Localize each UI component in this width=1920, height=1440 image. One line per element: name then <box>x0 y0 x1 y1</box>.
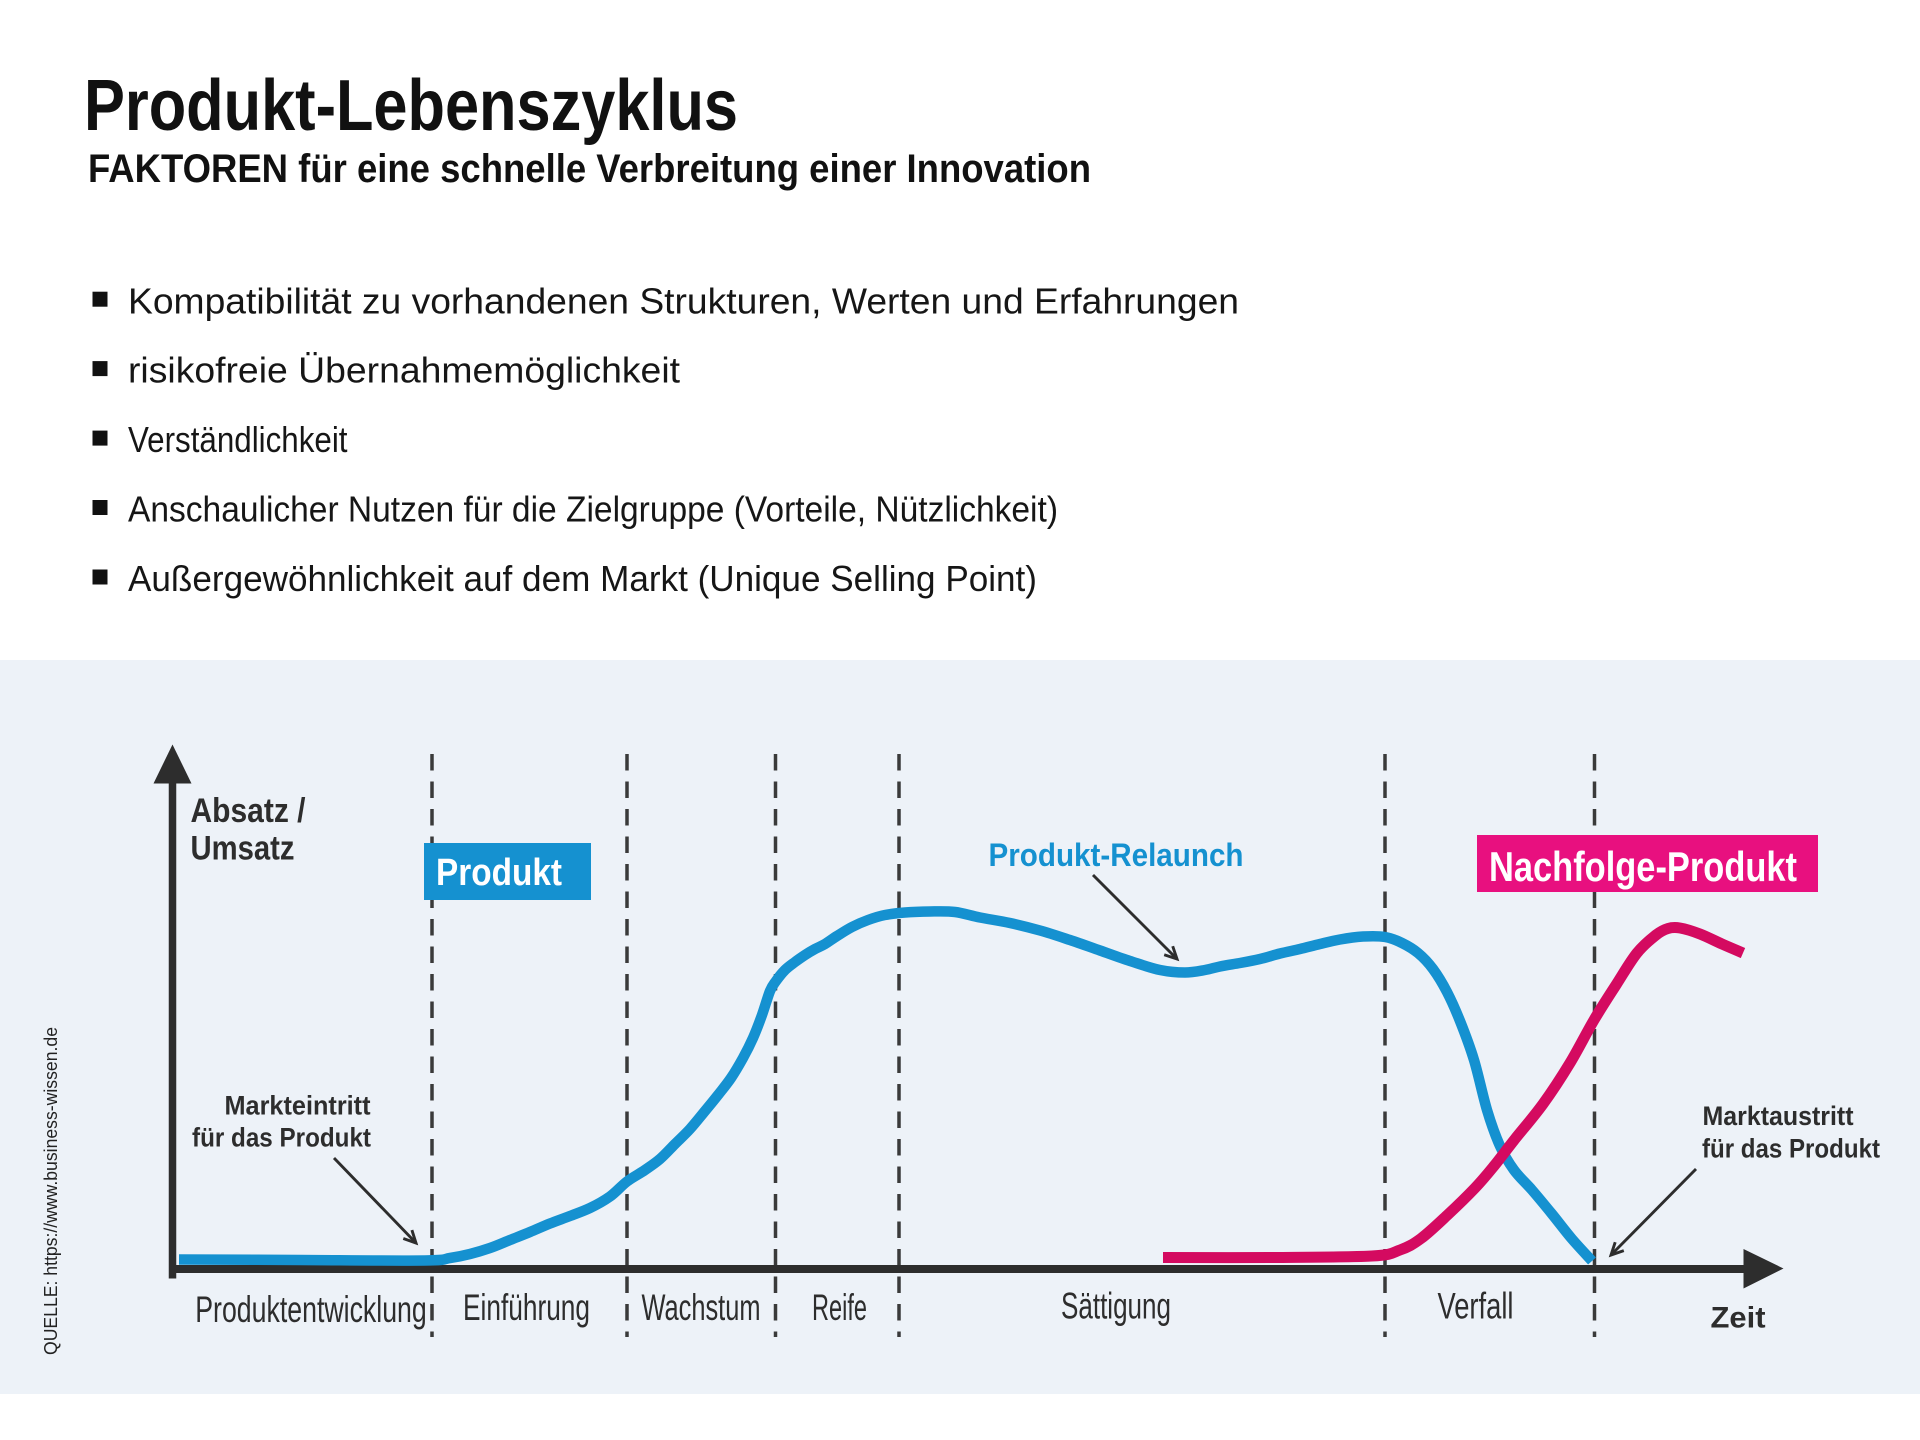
svg-text:Nachfolge-Produkt: Nachfolge-Produkt <box>1489 843 1797 890</box>
svg-text:Produktentwicklung: Produktentwicklung <box>195 1289 427 1330</box>
svg-text:Zeit: Zeit <box>1711 1302 1766 1335</box>
svg-text:für das Produkt: für das Produkt <box>192 1123 371 1153</box>
svg-text:FAKTOREN für eine schnelle Ver: FAKTOREN für eine schnelle Verbreitung e… <box>88 147 1091 191</box>
svg-text:Anschaulicher Nutzen für die Z: Anschaulicher Nutzen für die Zielgruppe … <box>128 489 1058 530</box>
svg-text:Umsatz: Umsatz <box>191 830 295 868</box>
svg-text:Verständlichkeit: Verständlichkeit <box>128 419 348 460</box>
svg-text:Kompatibilität zu vorhandenen: Kompatibilität zu vorhandenen Strukturen… <box>128 280 1239 321</box>
svg-text:Marktaustritt: Marktaustritt <box>1703 1101 1854 1131</box>
svg-text:Außergewöhnlichkeit auf dem Ma: Außergewöhnlichkeit auf dem Markt (Uniqu… <box>128 558 1037 599</box>
svg-text:Sättigung: Sättigung <box>1061 1286 1171 1327</box>
svg-text:risikofreie Übernahmemöglichke: risikofreie Übernahmemöglichkeit <box>128 350 680 391</box>
svg-text:Einführung: Einführung <box>463 1287 590 1328</box>
svg-text:Produkt: Produkt <box>436 852 562 894</box>
svg-text:Wachstum: Wachstum <box>642 1287 761 1328</box>
svg-text:für das Produkt: für das Produkt <box>1702 1134 1880 1164</box>
svg-text:Produkt-Lebenszyklus: Produkt-Lebenszyklus <box>84 66 738 146</box>
svg-text:Verfall: Verfall <box>1438 1286 1514 1327</box>
svg-text:Markteintritt: Markteintritt <box>225 1091 371 1121</box>
svg-text:Reife: Reife <box>812 1287 867 1328</box>
svg-text:QUELLE: https://www.business-w: QUELLE: https://www.business-wissen.de <box>41 1027 61 1355</box>
svg-text:Produkt-Relaunch: Produkt-Relaunch <box>989 837 1244 873</box>
svg-text:Absatz /: Absatz / <box>191 792 306 830</box>
